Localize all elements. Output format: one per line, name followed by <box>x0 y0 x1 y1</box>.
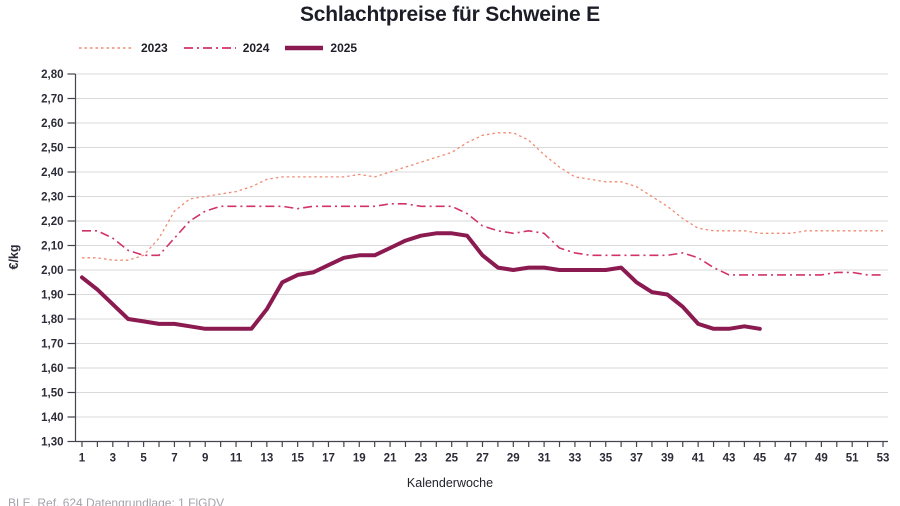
svg-text:45: 45 <box>753 453 766 465</box>
svg-text:43: 43 <box>723 453 736 465</box>
svg-text:1: 1 <box>79 453 86 465</box>
svg-text:31: 31 <box>538 453 551 465</box>
legend-line-2024-icon <box>183 47 236 49</box>
svg-text:29: 29 <box>507 453 520 465</box>
svg-text:3: 3 <box>110 453 116 465</box>
svg-text:2,80: 2,80 <box>41 69 63 81</box>
svg-text:7: 7 <box>171 453 177 465</box>
series-line-2023 <box>82 132 883 261</box>
svg-text:1,80: 1,80 <box>41 314 63 326</box>
legend-line-2025-icon <box>285 45 324 51</box>
legend-item-2023: 2023 <box>79 41 168 55</box>
svg-text:49: 49 <box>815 453 828 465</box>
svg-text:27: 27 <box>476 453 489 465</box>
svg-text:11: 11 <box>230 453 243 465</box>
chart-title: Schlachtpreise für Schweine E <box>300 3 600 26</box>
svg-text:2,70: 2,70 <box>41 94 63 106</box>
svg-text:1,30: 1,30 <box>41 437 63 449</box>
legend-item-2024: 2024 <box>183 41 270 55</box>
svg-text:41: 41 <box>692 453 705 465</box>
svg-text:23: 23 <box>414 453 427 465</box>
svg-text:9: 9 <box>202 453 208 465</box>
x-axis-title: Kalenderwoche <box>406 476 494 490</box>
svg-text:1,90: 1,90 <box>41 290 63 302</box>
svg-text:2,30: 2,30 <box>41 192 63 204</box>
svg-text:19: 19 <box>353 453 366 465</box>
y-axis-title: €/kg <box>7 244 21 270</box>
svg-text:47: 47 <box>784 453 797 465</box>
svg-text:13: 13 <box>260 453 273 465</box>
svg-text:2,60: 2,60 <box>41 118 63 130</box>
svg-text:53: 53 <box>877 453 890 465</box>
x-axis-ticks: 1 3 5 7 9 11 13 15 17 19 21 23 25 27 29 31 33 35 37 39 41 43 4… <box>79 441 890 465</box>
svg-text:2,50: 2,50 <box>41 143 63 155</box>
svg-text:25: 25 <box>445 453 458 465</box>
svg-text:2,40: 2,40 <box>41 167 63 179</box>
svg-text:21: 21 <box>384 453 397 465</box>
svg-text:33: 33 <box>569 453 582 465</box>
axes <box>74 74 888 443</box>
series-line-2024 <box>82 203 883 276</box>
svg-text:1,50: 1,50 <box>41 388 63 400</box>
svg-text:1,40: 1,40 <box>41 412 63 424</box>
y-axis-ticks: 2,80 2,70 2,60 2,50 2,40 2,30 2,20 2,10 2,00 1,90… <box>41 69 76 449</box>
svg-text:1,60: 1,60 <box>41 363 63 375</box>
legend-item-2025: 2025 <box>285 41 357 55</box>
legend-label-2024: 2024 <box>242 41 270 55</box>
svg-text:5: 5 <box>140 453 147 465</box>
series-line-2025 <box>80 231 762 331</box>
legend-label-2025: 2025 <box>330 41 358 55</box>
source-note: BLE, Ref. 624 Datengrundlage: 1 FlGDV <box>8 496 225 506</box>
svg-text:39: 39 <box>661 453 674 465</box>
svg-text:2,10: 2,10 <box>41 241 63 253</box>
gridlines <box>76 73 888 418</box>
chart-legend: 2023 2024 2025 <box>79 41 357 55</box>
legend-line-2023-icon <box>79 47 134 49</box>
svg-text:15: 15 <box>291 453 304 465</box>
svg-text:1,70: 1,70 <box>41 339 63 351</box>
svg-text:17: 17 <box>322 453 335 465</box>
svg-text:2,00: 2,00 <box>41 265 63 277</box>
svg-text:2,20: 2,20 <box>41 216 63 228</box>
svg-text:51: 51 <box>846 453 859 465</box>
svg-text:35: 35 <box>599 453 612 465</box>
legend-label-2023: 2023 <box>141 41 168 55</box>
svg-text:37: 37 <box>630 453 643 465</box>
